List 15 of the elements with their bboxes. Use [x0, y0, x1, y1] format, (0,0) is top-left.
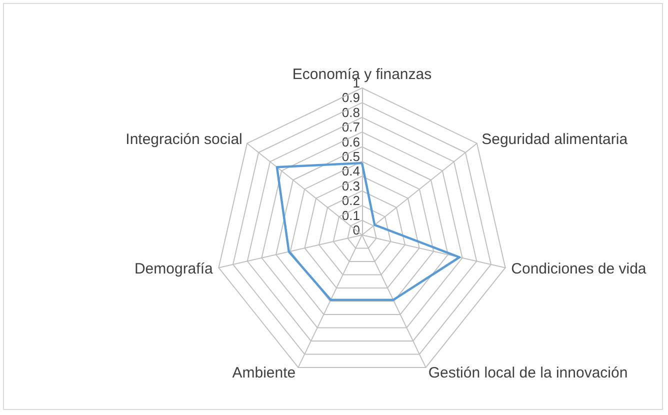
y-tick-label: 0.3: [342, 178, 360, 194]
y-tick-label: 0.7: [342, 120, 360, 135]
y-tick-label: 0.4: [342, 164, 360, 179]
y-tick-label: 0.2: [342, 193, 360, 208]
spoke-label: Demografía: [134, 260, 214, 278]
y-tick-label: 0.8: [342, 104, 360, 120]
spoke-label: Ambiente: [232, 364, 296, 382]
spoke-label: Seguridad alimentaria: [482, 131, 628, 148]
spoke-label: Condiciones de vida: [511, 260, 647, 278]
spoke-label: Gestión local de la innovación: [428, 364, 628, 382]
spoke-label: Integración social: [126, 131, 242, 148]
y-tick-label: 0.5: [342, 149, 360, 164]
y-tick-label: 0.9: [342, 90, 360, 106]
y-tick-label: 0.6: [342, 134, 360, 150]
y-tick-label: 0.1: [342, 208, 360, 223]
